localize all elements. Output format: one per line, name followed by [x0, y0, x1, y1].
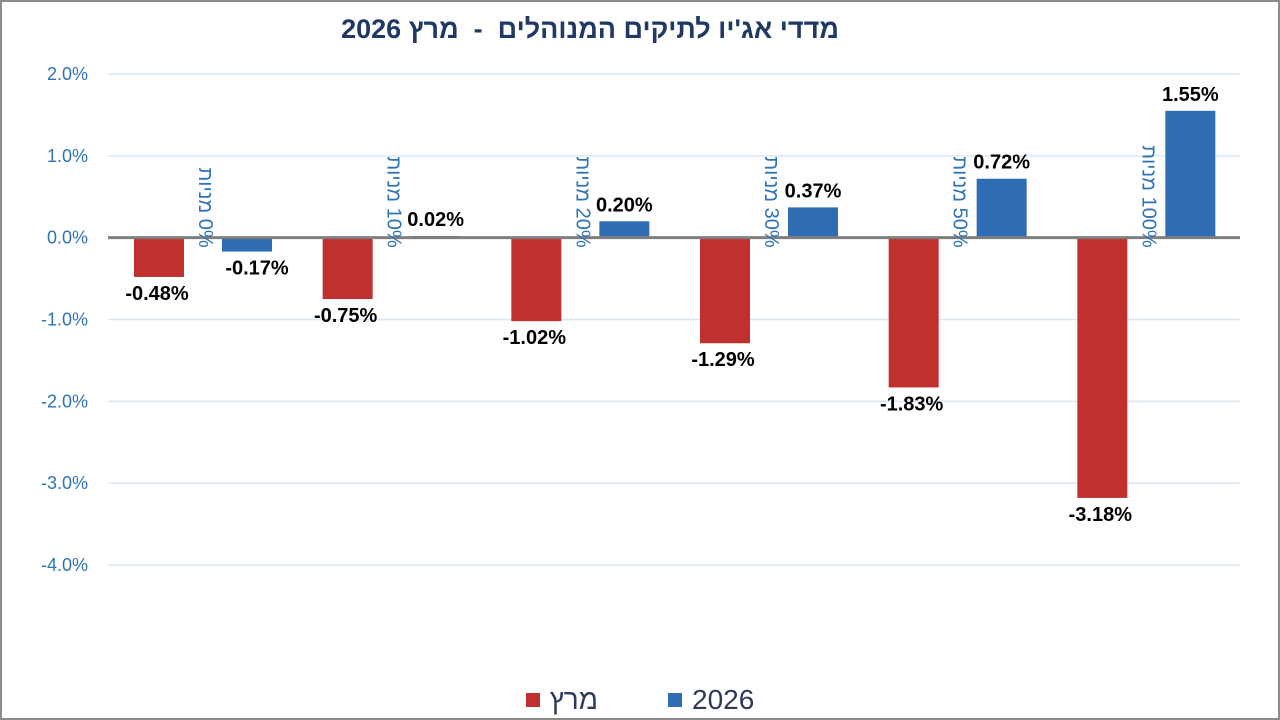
y-tick-label: -2.0%: [41, 391, 88, 411]
bar-2026: [788, 207, 838, 238]
data-label: -1.83%: [880, 393, 944, 415]
bar-2026: [599, 221, 650, 238]
data-label: 0.37%: [785, 180, 842, 202]
bars: [134, 110, 1216, 498]
bar-march: [511, 237, 562, 322]
data-label: -1.02%: [503, 327, 567, 349]
legend-label-march: מרץ: [549, 684, 598, 715]
data-label: 0.02%: [407, 209, 464, 231]
data-label: 0.72%: [973, 152, 1030, 174]
data-label: -0.17%: [225, 258, 289, 280]
legend-label-2026: 2026: [692, 684, 755, 715]
bar-march: [700, 237, 750, 344]
bar-march: [1077, 237, 1128, 498]
data-labels: -0.48% -0.17% -0.75% 0.02% -1.02% 0.20% -1.29%…: [125, 84, 1219, 526]
category-label: 0% מניות: [194, 167, 216, 247]
category-label: 100% מניות: [1137, 145, 1159, 248]
legend: מרץ 2026: [0, 684, 1280, 716]
bar-2026: [1165, 110, 1216, 238]
y-tick-label: 0.0%: [47, 228, 88, 248]
y-tick-label: -3.0%: [41, 473, 88, 493]
bar-march: [888, 237, 939, 388]
data-label: 0.20%: [596, 194, 653, 216]
data-label: -0.75%: [314, 305, 378, 327]
y-axis-ticks: 2.0% 1.0% 0.0% -1.0% -2.0% -3.0% -4.0%: [41, 64, 88, 575]
category-label: 20% מניות: [571, 156, 593, 248]
legend-item-march: מרץ: [525, 684, 598, 716]
legend-item-2026: 2026: [668, 684, 754, 716]
bar-march: [322, 237, 373, 300]
data-label: -0.48%: [125, 283, 189, 305]
legend-swatch-march: [525, 693, 540, 707]
category-labels: 0% מניות 10% מניות 20% מניות 30% מניות 50% מ…: [194, 145, 1159, 248]
bar-march: [134, 237, 184, 277]
data-label: -3.18%: [1069, 504, 1133, 526]
data-label: 1.55%: [1162, 84, 1219, 106]
category-label: 10% מניות: [383, 156, 405, 248]
y-tick-label: -1.0%: [41, 310, 88, 330]
grid-lines: [108, 73, 1240, 566]
y-tick-label: 2.0%: [47, 64, 88, 84]
y-tick-label: 1.0%: [47, 146, 88, 166]
category-label: 30% מניות: [760, 156, 782, 248]
chart-title: מדדי אג'יו לתיקים המנוהלים - מרץ 2026: [341, 14, 839, 44]
data-label: -1.29%: [691, 349, 755, 371]
legend-swatch-2026: [668, 693, 682, 707]
y-tick-label: -4.0%: [41, 555, 88, 575]
bar-2026: [222, 237, 272, 252]
category-label: 50% מניות: [949, 156, 971, 248]
bar-2026: [976, 178, 1027, 238]
